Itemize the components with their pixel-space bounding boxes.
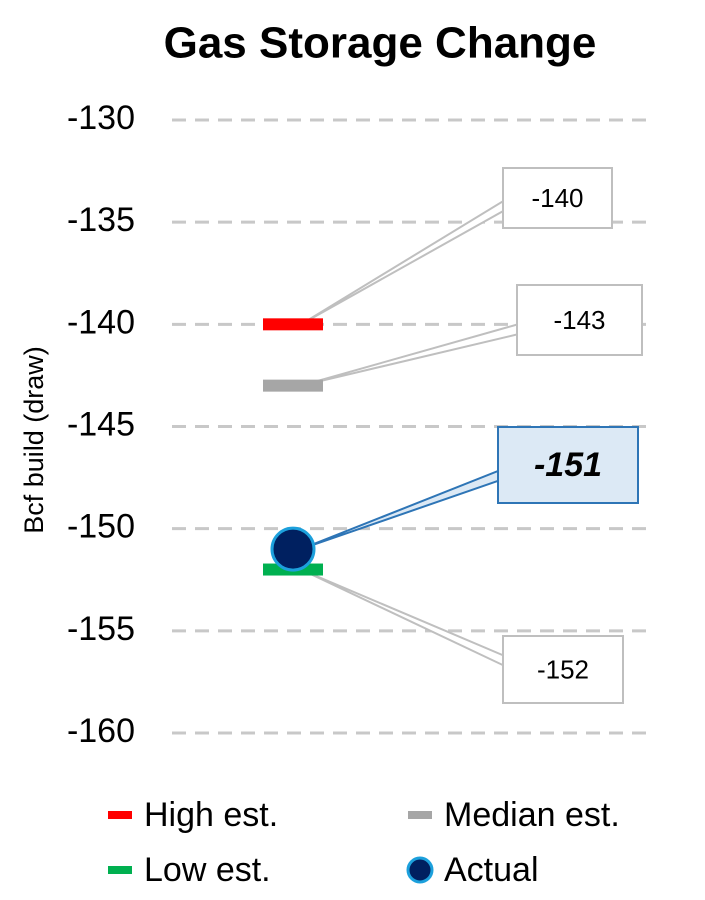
callout-leader bbox=[300, 568, 506, 668]
legend-label: Low est. bbox=[144, 851, 271, 889]
legend-marker bbox=[108, 866, 132, 874]
data-point bbox=[270, 526, 316, 572]
data-point bbox=[263, 379, 323, 392]
callout-box bbox=[516, 284, 643, 356]
legend-label: Actual bbox=[444, 851, 539, 889]
callout-box bbox=[502, 635, 624, 704]
callout-box bbox=[497, 426, 639, 504]
callout-leader bbox=[300, 468, 501, 551]
legend-marker bbox=[108, 811, 132, 819]
y-tick-label: -150 bbox=[67, 508, 135, 546]
y-tick-label: -155 bbox=[67, 610, 135, 648]
legend-marker bbox=[408, 811, 432, 819]
y-tick-label: -140 bbox=[67, 303, 135, 341]
legend-label: High est. bbox=[144, 796, 278, 834]
callout-box bbox=[502, 167, 613, 229]
data-label: -152 bbox=[537, 654, 589, 684]
data-label: -143 bbox=[553, 305, 605, 335]
data-label: -140 bbox=[531, 183, 583, 213]
chart-title: Gas Storage Change bbox=[164, 19, 597, 68]
y-axis-label: Bcf build (draw) bbox=[19, 346, 49, 534]
y-tick-label: -145 bbox=[67, 405, 135, 443]
callout-leader bbox=[300, 322, 520, 387]
y-tick-label: -160 bbox=[67, 712, 135, 750]
callout-leader bbox=[300, 198, 506, 326]
legend-marker bbox=[406, 856, 434, 884]
data-point bbox=[263, 318, 323, 331]
y-tick-label: -135 bbox=[67, 201, 135, 239]
legend-label: Median est. bbox=[444, 796, 620, 834]
data-label: -151 bbox=[534, 446, 602, 484]
y-tick-label: -130 bbox=[67, 99, 135, 137]
